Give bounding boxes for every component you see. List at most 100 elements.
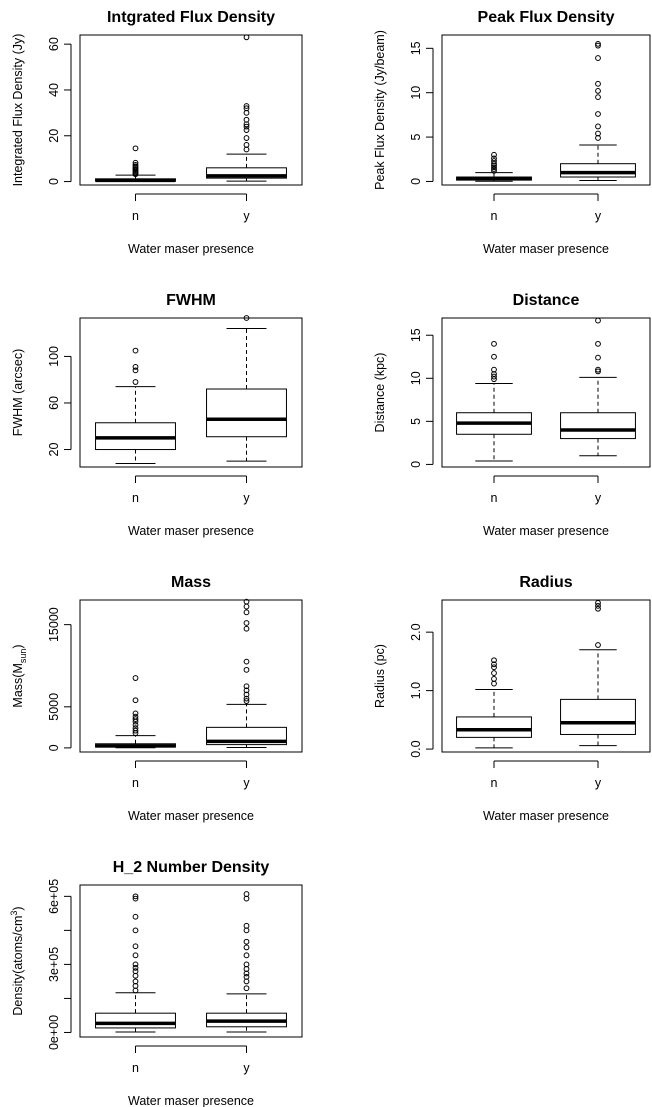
- y-tick-label: 15: [409, 41, 423, 55]
- chart-title: FWHM: [166, 292, 216, 309]
- y-tick-label: 20: [47, 129, 61, 143]
- outlier-point: [132, 379, 139, 385]
- x-tick-label: n: [491, 491, 498, 505]
- outlier-point: [132, 161, 139, 168]
- box-n: [95, 893, 176, 1033]
- chart-title: Radius: [519, 574, 572, 591]
- outlier-point: [243, 985, 250, 992]
- outlier-point: [243, 973, 250, 980]
- outlier-point: [132, 895, 139, 902]
- outlier-point: [491, 164, 497, 171]
- x-axis-label: Water maser presence: [483, 524, 609, 538]
- x-tick-label: n: [132, 491, 139, 505]
- y-axis-label-suffix: ): [11, 906, 25, 910]
- outlier-point: [132, 725, 139, 732]
- outlier-point: [595, 317, 601, 324]
- y-axis-label-main: Density(atoms/cm: [11, 916, 25, 1016]
- x-axis-label: Water maser presence: [128, 1094, 254, 1107]
- outlier-point: [132, 913, 139, 920]
- x-axis-label: Water maser presence: [483, 242, 609, 256]
- box-n: [456, 657, 532, 749]
- outlier-point: [243, 938, 250, 945]
- outlier-point: [132, 159, 139, 166]
- y-tick-label: 100: [47, 346, 61, 367]
- outlier-point: [132, 697, 139, 704]
- outlier-point: [491, 373, 497, 380]
- plot-frame: [441, 34, 651, 186]
- chart-title: Mass: [171, 574, 211, 591]
- box-y: [206, 891, 287, 1033]
- y-axis-label: Integrated Flux Density (Jy): [11, 34, 25, 187]
- outlier-point: [132, 145, 139, 152]
- y-tick-label: 60: [47, 37, 61, 51]
- y-tick-label: 3e+05: [47, 947, 61, 982]
- outlier-point: [132, 961, 139, 968]
- outlier-point: [132, 713, 139, 720]
- y-axis-label-main: Radius (pc): [373, 644, 387, 708]
- outlier-point: [243, 695, 250, 702]
- chart-title: Intgrated Flux Density: [107, 9, 275, 26]
- y-tick-label: 1.0: [409, 682, 423, 699]
- outlier-point: [491, 661, 497, 668]
- y-axis-label-superscript: 3: [9, 911, 19, 916]
- outlier-point: [491, 155, 497, 162]
- plot-frame: [79, 599, 303, 753]
- iqr-box: [206, 726, 287, 746]
- y-tick-label: 10: [409, 86, 423, 100]
- outlier-point: [595, 600, 601, 606]
- outlier-point: [491, 670, 497, 676]
- outlier-point: [243, 116, 250, 123]
- outlier-point: [243, 598, 250, 605]
- x-tick-label: y: [595, 209, 602, 223]
- outlier-point: [132, 721, 139, 728]
- outlier-point: [595, 40, 601, 47]
- y-axis-label: Density(atoms/cm3): [9, 906, 25, 1015]
- outlier-point: [595, 130, 601, 137]
- outlier-point: [132, 978, 139, 985]
- x-tick-label: n: [132, 209, 139, 223]
- y-axis-label-main: Peak Flux Density (Jy/beam): [373, 30, 387, 190]
- box-y: [206, 598, 287, 748]
- x-tick-label: y: [243, 209, 250, 223]
- box-y: [560, 40, 636, 182]
- outlier-point: [243, 603, 250, 610]
- box-n: [95, 145, 176, 183]
- y-axis-label-suffix: ): [11, 644, 25, 648]
- iqr-box: [560, 163, 636, 178]
- outlier-point: [491, 680, 497, 687]
- iqr-box: [456, 716, 532, 738]
- outlier-point: [595, 368, 601, 375]
- outlier-point: [132, 952, 139, 959]
- outlier-point: [491, 366, 497, 373]
- outlier-point: [595, 605, 601, 612]
- outlier-point: [595, 42, 601, 49]
- outlier-point: [243, 103, 250, 109]
- y-tick-label: 0: [409, 461, 423, 468]
- iqr-box: [560, 412, 636, 440]
- x-tick-label: n: [132, 776, 139, 790]
- outlier-point: [132, 927, 139, 934]
- outlier-point: [491, 664, 497, 671]
- outlier-point: [595, 340, 601, 347]
- outlier-point: [243, 944, 250, 951]
- outlier-point: [243, 34, 250, 41]
- outlier-point: [243, 691, 250, 698]
- box-y: [206, 315, 287, 462]
- x-tick-label: n: [491, 209, 498, 223]
- outlier-point: [243, 961, 250, 968]
- y-axis-label-subscript: sun: [18, 649, 28, 664]
- iqr-box: [206, 167, 287, 179]
- outlier-point: [491, 160, 497, 167]
- y-tick-label: 40: [47, 83, 61, 97]
- iqr-box: [95, 1012, 176, 1029]
- x-tick-label: y: [595, 491, 602, 505]
- chart-panel: FWHM Water maser presence 20 60 100 FWHM (arc…: [11, 292, 303, 538]
- outlier-point: [243, 315, 250, 321]
- box-n: [95, 347, 176, 465]
- x-tick-label: y: [243, 491, 250, 505]
- outlier-point: [243, 620, 250, 626]
- chart-title: Peak Flux Density: [478, 9, 615, 26]
- outlier-point: [491, 151, 497, 158]
- outlier-point: [243, 922, 250, 929]
- y-axis-label-main: Distance (kpc): [373, 353, 387, 433]
